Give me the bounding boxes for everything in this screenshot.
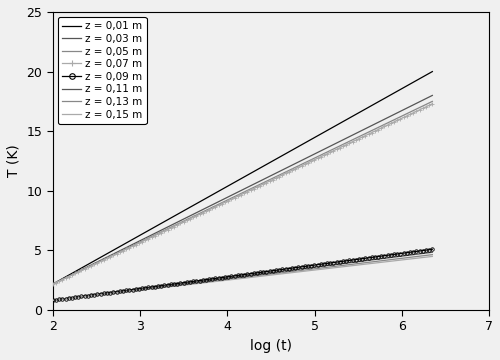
Y-axis label: T (K): T (K) [7,145,21,177]
Legend: z = 0,01 m, z = 0,03 m, z = 0,05 m, z = 0,07 m, z = 0,09 m, z = 0,11 m, z = 0,13: z = 0,01 m, z = 0,03 m, z = 0,05 m, z = … [58,17,146,124]
X-axis label: log (t): log (t) [250,339,292,353]
